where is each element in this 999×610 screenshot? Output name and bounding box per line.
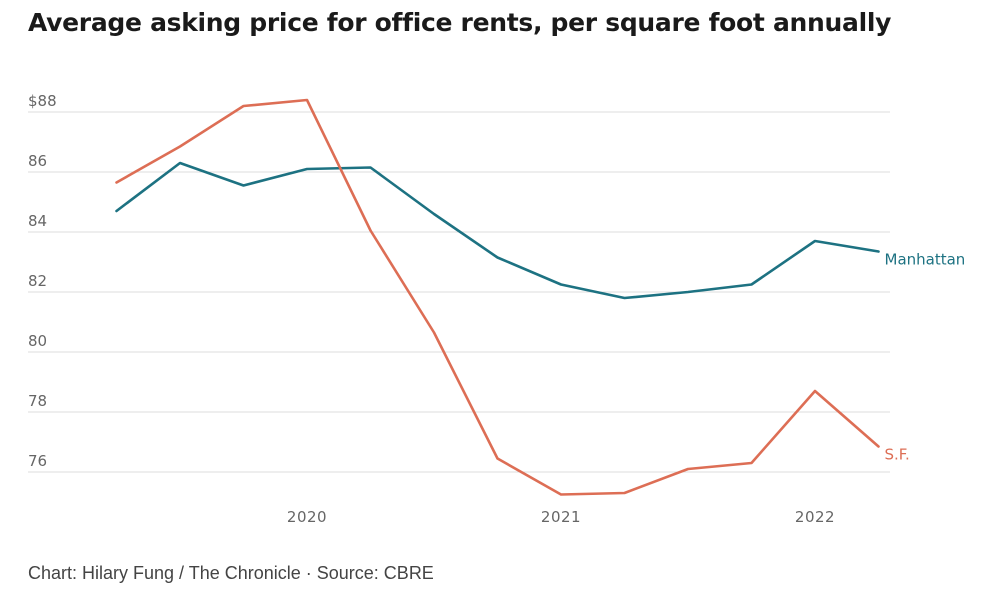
x-tick-label: 2022 — [795, 508, 835, 526]
y-tick-label: $88 — [28, 92, 57, 110]
series-label-manhattan: Manhattan — [885, 251, 966, 269]
x-tick-label: 2020 — [287, 508, 327, 526]
series-label-s-f: S.F. — [885, 446, 910, 464]
y-tick-label: 82 — [28, 272, 47, 290]
series-line-s-f — [115, 98, 880, 496]
chart-credit: Chart: Hilary Fung / The Chronicle · Sou… — [28, 563, 434, 583]
y-tick-label: 86 — [28, 152, 47, 170]
series-lines — [115, 98, 880, 496]
y-tick-label: 78 — [28, 392, 47, 410]
x-axis-ticks: 2020 2021 2022 — [287, 508, 835, 526]
y-axis-ticks: $88 86 84 82 80 78 76 — [28, 92, 57, 470]
x-tick-label: 2021 — [541, 508, 581, 526]
gridlines — [28, 111, 890, 473]
y-tick-label: 76 — [28, 452, 47, 470]
series-labels: Manhattan S.F. — [885, 251, 966, 464]
chart-title: Average asking price for office rents, p… — [28, 8, 892, 37]
y-tick-label: 84 — [28, 212, 47, 230]
y-tick-label: 80 — [28, 332, 47, 350]
series-line-manhattan — [115, 161, 880, 300]
